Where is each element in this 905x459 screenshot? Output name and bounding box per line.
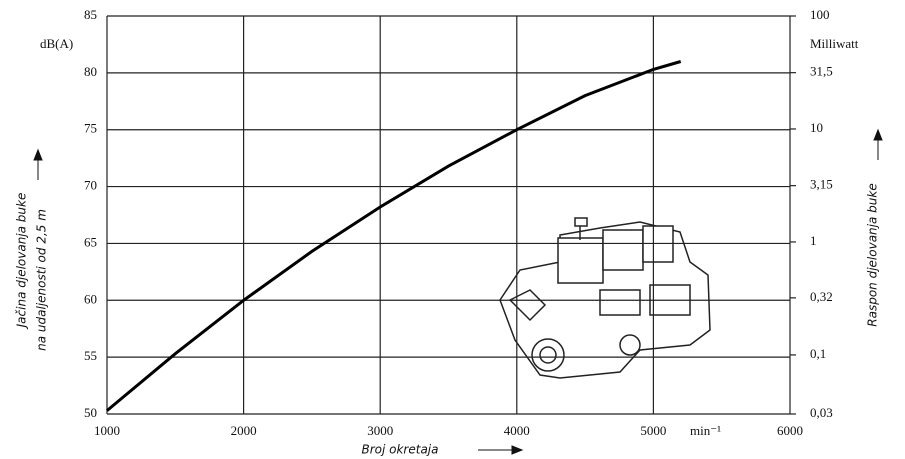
y2-tick-label: 3,15 [810,177,833,192]
y-unit: dB(A) [40,36,73,51]
engine-illustration [500,218,710,378]
y-tick-label: 55 [84,348,97,363]
y2-tick-label: 100 [810,7,830,22]
y-tick-label: 75 [84,121,97,136]
y2-tick-label: 0,32 [810,289,833,304]
y2-tick-label: 31,5 [810,64,833,79]
y2-tick-label: 0,03 [810,405,833,420]
arrow [34,130,882,454]
y-tick-label: 60 [84,291,97,306]
chart: dB(A) Milliwatt min⁻¹ Jačina djelovanja … [0,0,905,459]
y2-tick-label: 0,1 [810,346,826,361]
x-label: Broj okretaja [361,443,438,457]
x-tick-label: 4000 [504,423,530,438]
y2-tick-label: 1 [810,233,817,248]
y-tick-label: 65 [84,234,97,249]
x-tick-label: 3000 [367,423,393,438]
y-tick-label: 50 [84,405,97,420]
y2-tick-label: 10 [810,120,823,135]
y2-label: Raspon djelovanja buke [866,183,880,326]
x-unit: min⁻¹ [690,423,721,438]
x-tick-label: 1000 [94,423,120,438]
x-tick-label: 2000 [231,423,257,438]
x-tick-label: 5000 [640,423,666,438]
y-tick-label: 70 [84,178,97,193]
y-label: na udaljenosti od 2,5 m [35,209,49,351]
y2-unit: Milliwatt [810,36,859,51]
y-tick-label: 85 [84,7,97,22]
y-label: Jačina djelovanja buke [15,193,29,330]
y-tick-label: 80 [84,64,97,79]
x-tick-label: 6000 [777,423,803,438]
